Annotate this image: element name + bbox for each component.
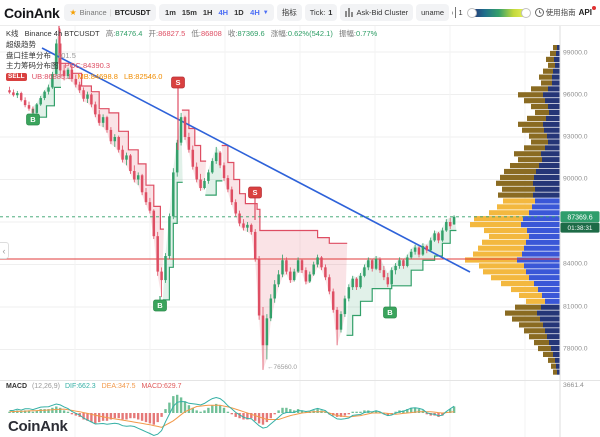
indicators-label: 指标	[281, 8, 297, 17]
timeframe-group: 1m 15m 1H 4H 1D 4H ▼	[158, 4, 274, 21]
askbid-cluster-button[interactable]: Ask-Bid Cluster	[340, 4, 414, 21]
tab-1h[interactable]: 1H	[202, 8, 213, 17]
tab-15m[interactable]: 15m	[181, 8, 197, 17]
uname-button[interactable]: uname	[416, 4, 450, 21]
candles-layer	[8, 29, 456, 370]
svg-text:01:38:31: 01:38:31	[568, 225, 593, 232]
clock-icon	[534, 8, 544, 17]
svg-text:B: B	[157, 301, 163, 310]
separator: |	[109, 8, 112, 17]
svg-text:84000.0: 84000.0	[563, 260, 588, 267]
svg-text:3661.4: 3661.4	[563, 382, 584, 389]
volume-profile	[465, 45, 560, 375]
svg-text:87369.6: 87369.6	[567, 214, 592, 221]
tab-1d[interactable]: 1D	[234, 8, 244, 17]
svg-text:90000.0: 90000.0	[563, 175, 588, 182]
coinank-watermark: CoinAnk	[8, 418, 68, 435]
exchange-label: Binance	[79, 8, 107, 17]
symbol-label: BTCUSDT	[114, 8, 151, 17]
macd-pane	[0, 380, 600, 437]
low-price-marker: ←76560.0	[267, 364, 297, 371]
heatmap-gradient-slider[interactable]	[466, 7, 531, 18]
symbol-selector[interactable]: ★ Binance | BTCUSDT	[64, 4, 156, 21]
supertrend-lines	[30, 20, 457, 336]
favorite-star-icon[interactable]: ★	[69, 8, 77, 17]
svg-text:93000.0: 93000.0	[563, 133, 588, 140]
tab-1m[interactable]: 1m	[165, 8, 176, 17]
bars-icon	[345, 8, 354, 17]
tick-selector[interactable]: Tick: 1	[304, 4, 338, 21]
askbid-label: Ask-Bid Cluster	[356, 8, 409, 17]
guide-label: 使用指南	[545, 8, 576, 17]
tab-4h[interactable]: 4H	[218, 8, 229, 17]
svg-text:←76560.0: ←76560.0	[267, 364, 297, 371]
api-link[interactable]: API	[578, 6, 596, 17]
uname-label: uname	[421, 8, 445, 17]
slider-handle-left[interactable]	[466, 7, 477, 18]
svg-text:78000.0: 78000.0	[563, 345, 588, 352]
collapse-panel-button[interactable]: ‹	[0, 242, 9, 259]
api-label: API	[578, 8, 592, 17]
svg-text:99000.0: 99000.0	[563, 49, 588, 56]
current-price-badge: 87369.6 01:38:31	[560, 211, 600, 233]
price-axis: 99000.0 96000.0 93000.0 90000.0 84000.0 81000…	[559, 26, 588, 437]
layout-count: 1	[458, 8, 463, 17]
descending-trendline	[41, 47, 471, 273]
svg-text:81000.0: 81000.0	[563, 303, 588, 310]
svg-text:S: S	[175, 78, 180, 87]
notification-dot	[592, 6, 596, 10]
svg-text:B: B	[387, 308, 393, 317]
tick-value: 1	[328, 8, 333, 17]
indicators-button[interactable]: 指标	[276, 4, 302, 21]
timeframe-dropdown[interactable]: 4H	[250, 8, 260, 17]
tick-label: Tick:	[309, 8, 326, 17]
svg-text:S: S	[252, 188, 257, 197]
slider-handle-right[interactable]	[520, 7, 531, 18]
top-toolbar: CoinAnk ★ Binance | BTCUSDT 1m 15m 1H 4H…	[0, 0, 600, 26]
usage-guide-link[interactable]: 使用指南	[534, 7, 576, 18]
signal-badges: B S S B B	[26, 28, 397, 319]
svg-text:96000.0: 96000.0	[563, 91, 588, 98]
coinank-logo: CoinAnk	[4, 4, 60, 21]
svg-text:B: B	[30, 115, 36, 124]
chevron-down-icon[interactable]: ▼	[262, 9, 269, 16]
